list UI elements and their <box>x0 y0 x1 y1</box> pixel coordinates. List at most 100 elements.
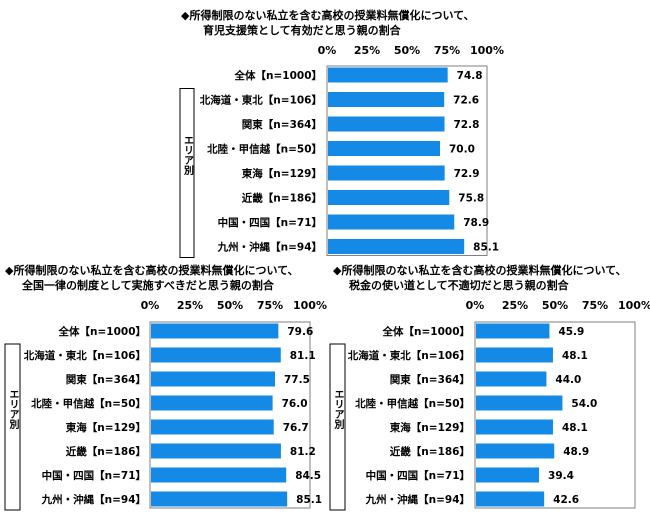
chart-2-category-label: 全体【n=1000】 <box>58 325 147 338</box>
chart-3-value-label: 54.0 <box>571 398 597 410</box>
chart-3-value-label: 42.6 <box>553 494 579 506</box>
chart-2-bar <box>151 323 279 339</box>
chart-3-tick-label: 100% <box>618 299 650 312</box>
chart-1-category-label: 九州・沖縄【n=94】 <box>217 241 322 254</box>
chart-3-group-label: エリア別 <box>332 389 345 430</box>
chart-2-tick-label: 25% <box>177 299 203 312</box>
chart-2-tick-label: 50% <box>217 299 243 312</box>
chart-2-bar <box>151 467 287 483</box>
chart-2-bar <box>151 491 288 507</box>
chart-1-category-label: 近畿【n=186】 <box>242 192 322 205</box>
chart-3-title-line1: ◆所得制限のない私立を含む高校の授業料無償化について、 <box>333 264 627 277</box>
chart-2-title-line2: 全国一律の制度として実施すべきだと思う親の割合 <box>22 279 274 292</box>
chart-3-bar <box>476 395 563 411</box>
chart-3-value-label: 48.9 <box>563 446 589 458</box>
chart-3-bar <box>476 467 540 483</box>
chart-3-value-label: 48.1 <box>562 422 588 434</box>
chart-3-bar <box>476 443 555 459</box>
chart-3-bar <box>476 323 550 339</box>
chart-1-bar <box>328 67 448 83</box>
chart-3-value-label: 39.4 <box>548 470 574 482</box>
chart-1-category-label: 全体【n=1000】 <box>234 69 323 82</box>
chart-2-category-label: 北陸・甲信越【n=50】 <box>31 397 146 410</box>
chart-1-tick-label: 25% <box>354 44 380 57</box>
chart-3-value-label: 44.0 <box>555 374 581 386</box>
chart-3-value-label: 48.1 <box>562 350 588 362</box>
chart-3-bar <box>476 347 553 363</box>
chart-3-category-label: 東海【n=129】 <box>390 421 470 434</box>
chart-1-value-label: 78.9 <box>463 217 489 229</box>
chart-1-plot-frame <box>326 65 488 256</box>
chart-2-category-label: 中国・四国【n=71】 <box>42 469 146 482</box>
chart-3-category-label: 近畿【n=186】 <box>390 445 470 458</box>
chart-1-group-bracket <box>179 88 195 258</box>
chart-1-bar <box>328 239 465 254</box>
chart-1-value-label: 72.9 <box>454 168 480 180</box>
chart-1-tick-label: 50% <box>394 44 420 57</box>
chart-3-tick-label: 50% <box>542 299 568 312</box>
chart-2-tick-label: 0% <box>141 299 160 312</box>
chart-2-value-label: 85.1 <box>296 494 322 506</box>
chart-2-category-label: 九州・沖縄【n=94】 <box>41 493 146 506</box>
chart-3-title-line2: 税金の使い道として不適切だと思う親の割合 <box>349 279 569 292</box>
chart-1-bar <box>328 214 455 230</box>
chart-1-value-label: 74.8 <box>457 70 483 82</box>
chart-1-tick-label: 0% <box>318 44 337 57</box>
chart-2-tick-label: 100% <box>293 299 327 312</box>
chart-3-category-label: 全体【n=1000】 <box>382 325 471 338</box>
chart-3-group-bracket <box>329 343 346 511</box>
chart-2-category-label: 近畿【n=186】 <box>66 445 146 458</box>
chart-1-bar <box>328 92 445 107</box>
chart-1-value-label: 72.6 <box>453 95 479 107</box>
chart-3-value-label: 45.9 <box>558 326 584 338</box>
chart-3-tick-label: 0% <box>466 299 485 312</box>
chart-2-title-line1: ◆所得制限のない私立を含む高校の授業料無償化について、 <box>5 264 299 277</box>
chart-2-plot-frame <box>149 321 311 509</box>
chart-2-tick-label: 75% <box>257 299 283 312</box>
chart-1-category-label: 中国・四国【n=71】 <box>218 216 322 229</box>
chart-1-category-label: 北海道・東北【n=106】 <box>200 94 322 107</box>
chart-3-tick-label: 25% <box>502 299 528 312</box>
chart-1-value-label: 75.8 <box>458 193 484 205</box>
chart-2-category-label: 東海【n=129】 <box>66 421 146 434</box>
chart-1-category-label: 東海【n=129】 <box>242 167 322 180</box>
chart-3-category-label: 北陸・甲信越【n=50】 <box>355 397 470 410</box>
chart-2-value-label: 79.6 <box>287 326 313 338</box>
chart-3-category-label: 関東【n=364】 <box>390 373 470 386</box>
chart-3-category-label: 北海道・東北【n=106】 <box>348 349 470 362</box>
chart-3-category-label: 九州・沖縄【n=94】 <box>365 493 470 506</box>
chart-2-bar <box>151 347 281 363</box>
chart-2-category-label: 北海道・東北【n=106】 <box>24 349 146 362</box>
chart-1-bar <box>328 141 440 156</box>
chart-2-bar <box>151 395 273 411</box>
chart-1-title-line1: ◆所得制限のない私立を含む高校の授業料無償化について、 <box>181 9 475 22</box>
chart-1-value-label: 85.1 <box>473 242 499 254</box>
chart-2-category-label: 関東【n=364】 <box>66 373 146 386</box>
chart-1-category-label: 北陸・甲信越【n=50】 <box>207 143 322 156</box>
chart-2-value-label: 76.0 <box>282 398 308 410</box>
chart-3-plot-frame <box>474 321 636 509</box>
chart-2-value-label: 76.7 <box>283 422 309 434</box>
chart-2-value-label: 81.1 <box>290 350 316 362</box>
chart-1-bar <box>328 190 450 205</box>
chart-1-category-label: 関東【n=364】 <box>242 118 322 131</box>
chart-3-bar <box>476 491 545 507</box>
chart-2-group-label: エリア別 <box>7 389 20 430</box>
chart-3-category-label: 中国・四国【n=71】 <box>366 469 470 482</box>
chart-3-tick-label: 75% <box>582 299 608 312</box>
chart-2-value-label: 77.5 <box>284 374 310 386</box>
chart-2-bar <box>151 443 281 459</box>
chart-1-group-label: エリア別 <box>182 135 195 176</box>
chart-3-bar <box>476 419 553 435</box>
chart-1-bar <box>328 165 445 181</box>
chart-2-group-bracket <box>4 343 21 511</box>
chart-1-bar <box>328 116 445 132</box>
chart-2-value-label: 81.2 <box>290 446 316 458</box>
chart-1-value-label: 70.0 <box>449 144 475 156</box>
chart-2-value-label: 84.5 <box>295 470 321 482</box>
chart-3-bar <box>476 371 547 387</box>
chart-1-tick-label: 100% <box>470 44 504 57</box>
